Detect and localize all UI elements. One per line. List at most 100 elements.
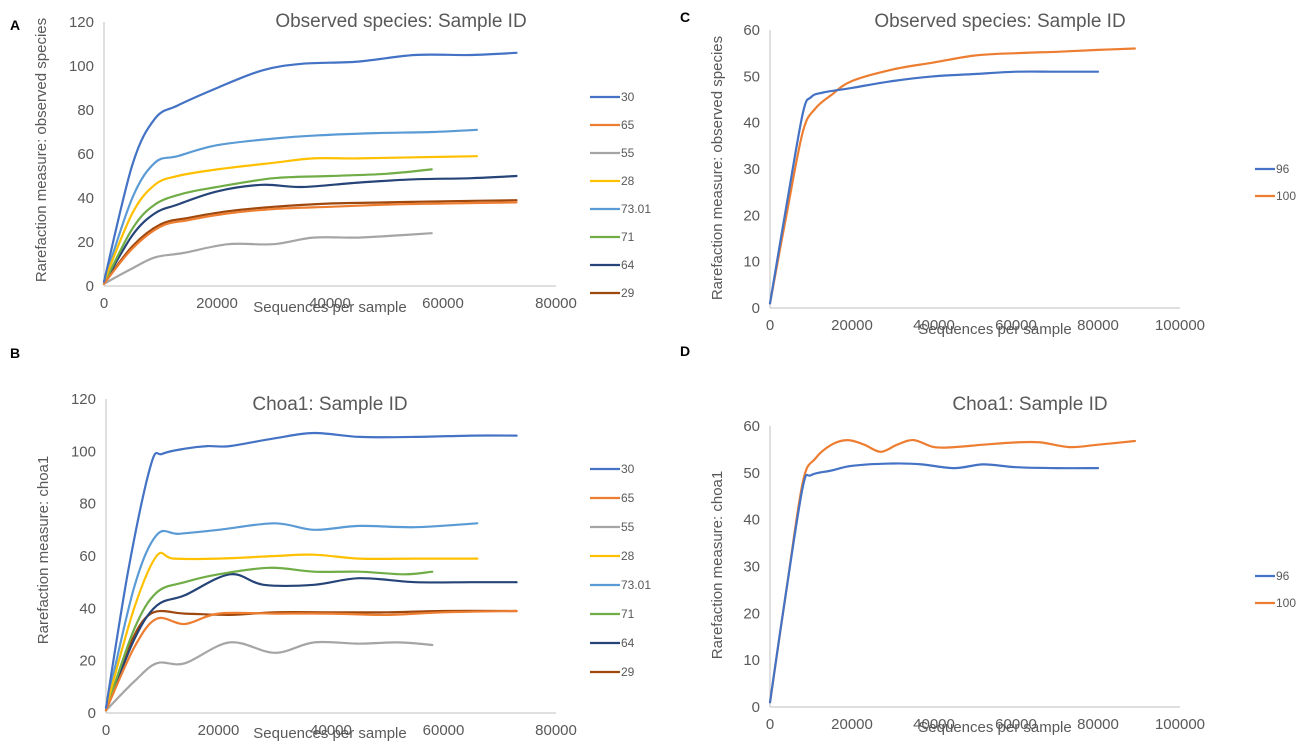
chart-title: Choa1: Sample ID	[252, 394, 407, 415]
series-group	[104, 431, 518, 712]
legend-label: 65	[621, 118, 635, 132]
y-tick-label: 20	[77, 234, 94, 251]
series-line-64	[102, 174, 518, 285]
series-line-71	[102, 168, 433, 285]
series-group	[768, 438, 1136, 704]
x-tick-label: 20000	[196, 295, 238, 312]
y-tick-label: 40	[77, 190, 94, 207]
series-line-29	[104, 609, 518, 712]
legend-label: 100	[1276, 189, 1296, 203]
chart-panel-d: D Choa1: Sample ID 0 10 20 30 40 50 60 0 20000 4000…	[680, 343, 1296, 736]
legend-label: 30	[621, 462, 635, 476]
x-tick-label: 0	[766, 716, 774, 733]
panel-letter: C	[680, 9, 690, 25]
legend-label: 96	[1276, 162, 1290, 176]
series-line-100	[768, 438, 1136, 704]
y-tick-label: 0	[88, 705, 96, 722]
legend-label: 30	[621, 90, 635, 104]
x-tick-label: 80000	[535, 722, 577, 739]
y-tick-label: 40	[743, 115, 760, 132]
series-line-64	[104, 573, 518, 712]
legend-label: 71	[621, 230, 635, 244]
legend-label: 73.01	[621, 202, 651, 216]
x-tick-label: 0	[766, 317, 774, 334]
x-tick-label: 60000	[422, 295, 464, 312]
series-line-30	[104, 431, 518, 709]
x-tick-label: 60000	[995, 317, 1037, 334]
legend-label: 73.01	[621, 578, 651, 592]
y-tick-label: 30	[743, 559, 760, 576]
series-line-28	[104, 551, 479, 709]
x-tick-label: 0	[100, 295, 108, 312]
series-line-96	[768, 70, 1100, 305]
legend: 96 100	[1255, 569, 1296, 610]
y-tick-label: 60	[743, 22, 760, 39]
y-axis-label: Rarefaction measure: choa1	[709, 471, 726, 659]
legend-label: 29	[621, 665, 635, 679]
legend-label: 55	[621, 146, 635, 160]
series-line-96	[768, 462, 1100, 704]
legend-label: 28	[621, 174, 635, 188]
x-tick-label: 40000	[913, 716, 955, 733]
y-tick-label: 20	[79, 653, 96, 670]
legend-label: 29	[621, 286, 635, 300]
legend: 96 100	[1255, 162, 1296, 203]
x-tick-label: 80000	[1077, 317, 1119, 334]
legend: 30 65 55 28 73.01 71 64 29	[590, 462, 651, 679]
x-tick-label: 20000	[831, 317, 873, 334]
y-tick-label: 20	[743, 207, 760, 224]
x-tick-label: 40000	[309, 295, 351, 312]
y-axis-label: Rarefaction measure: observed species	[33, 18, 50, 282]
x-axis-label: Sequences per sample	[253, 725, 406, 742]
chart-panel-a: A Observed species: Sample ID 0 20 40 60 80 100…	[10, 11, 651, 316]
chart-title: Observed species: Sample ID	[275, 11, 526, 32]
series-group	[768, 47, 1136, 305]
y-tick-label: 20	[743, 605, 760, 622]
y-tick-label: 80	[77, 102, 94, 119]
y-tick-label: 0	[752, 300, 760, 317]
y-tick-label: 60	[77, 146, 94, 163]
series-line-29	[102, 199, 518, 285]
y-tick-label: 120	[69, 14, 94, 31]
y-tick-label: 10	[743, 254, 760, 271]
x-tick-label: 100000	[1155, 716, 1205, 733]
series-line-71	[104, 566, 434, 712]
series-group	[102, 51, 518, 285]
y-tick-label: 0	[752, 699, 760, 716]
y-tick-label: 0	[86, 278, 94, 295]
series-line-65	[102, 201, 518, 285]
panel-letter: B	[10, 345, 20, 361]
chart-panel-b: B Choa1: Sample ID 0 20 40 60 80 100 120 0 20000 40…	[10, 345, 651, 742]
legend: 30 65 55 28 73.01 71 64 29	[590, 90, 651, 300]
y-tick-label: 80	[79, 496, 96, 513]
legend-label: 64	[621, 636, 635, 650]
legend-label: 28	[621, 549, 635, 563]
y-tick-label: 60	[79, 548, 96, 565]
y-tick-label: 120	[71, 391, 96, 408]
x-tick-label: 60000	[423, 722, 465, 739]
x-tick-label: 80000	[1077, 716, 1119, 733]
x-tick-label: 0	[102, 722, 110, 739]
x-tick-label: 20000	[198, 722, 240, 739]
series-line-65	[104, 609, 518, 712]
chart-title: Observed species: Sample ID	[874, 11, 1125, 32]
y-tick-label: 50	[743, 465, 760, 482]
x-tick-label: 40000	[913, 317, 955, 334]
x-tick-label: 40000	[310, 722, 352, 739]
legend-label: 65	[621, 491, 635, 505]
x-axis-label: Sequences per sample	[918, 321, 1071, 338]
panel-letter: D	[680, 343, 690, 359]
y-tick-label: 40	[79, 600, 96, 617]
legend-label: 96	[1276, 569, 1290, 583]
series-line-28	[102, 155, 478, 283]
x-axis-label: Sequences per sample	[253, 299, 406, 316]
x-tick-label: 100000	[1155, 317, 1205, 334]
y-tick-label: 50	[743, 68, 760, 85]
chart-title: Choa1: Sample ID	[952, 394, 1107, 415]
x-tick-label: 60000	[995, 716, 1037, 733]
y-axis-label: Rarefaction measure: observed species	[709, 36, 726, 300]
y-tick-label: 30	[743, 161, 760, 178]
series-line-73-01	[102, 128, 478, 283]
series-line-55	[102, 232, 433, 285]
